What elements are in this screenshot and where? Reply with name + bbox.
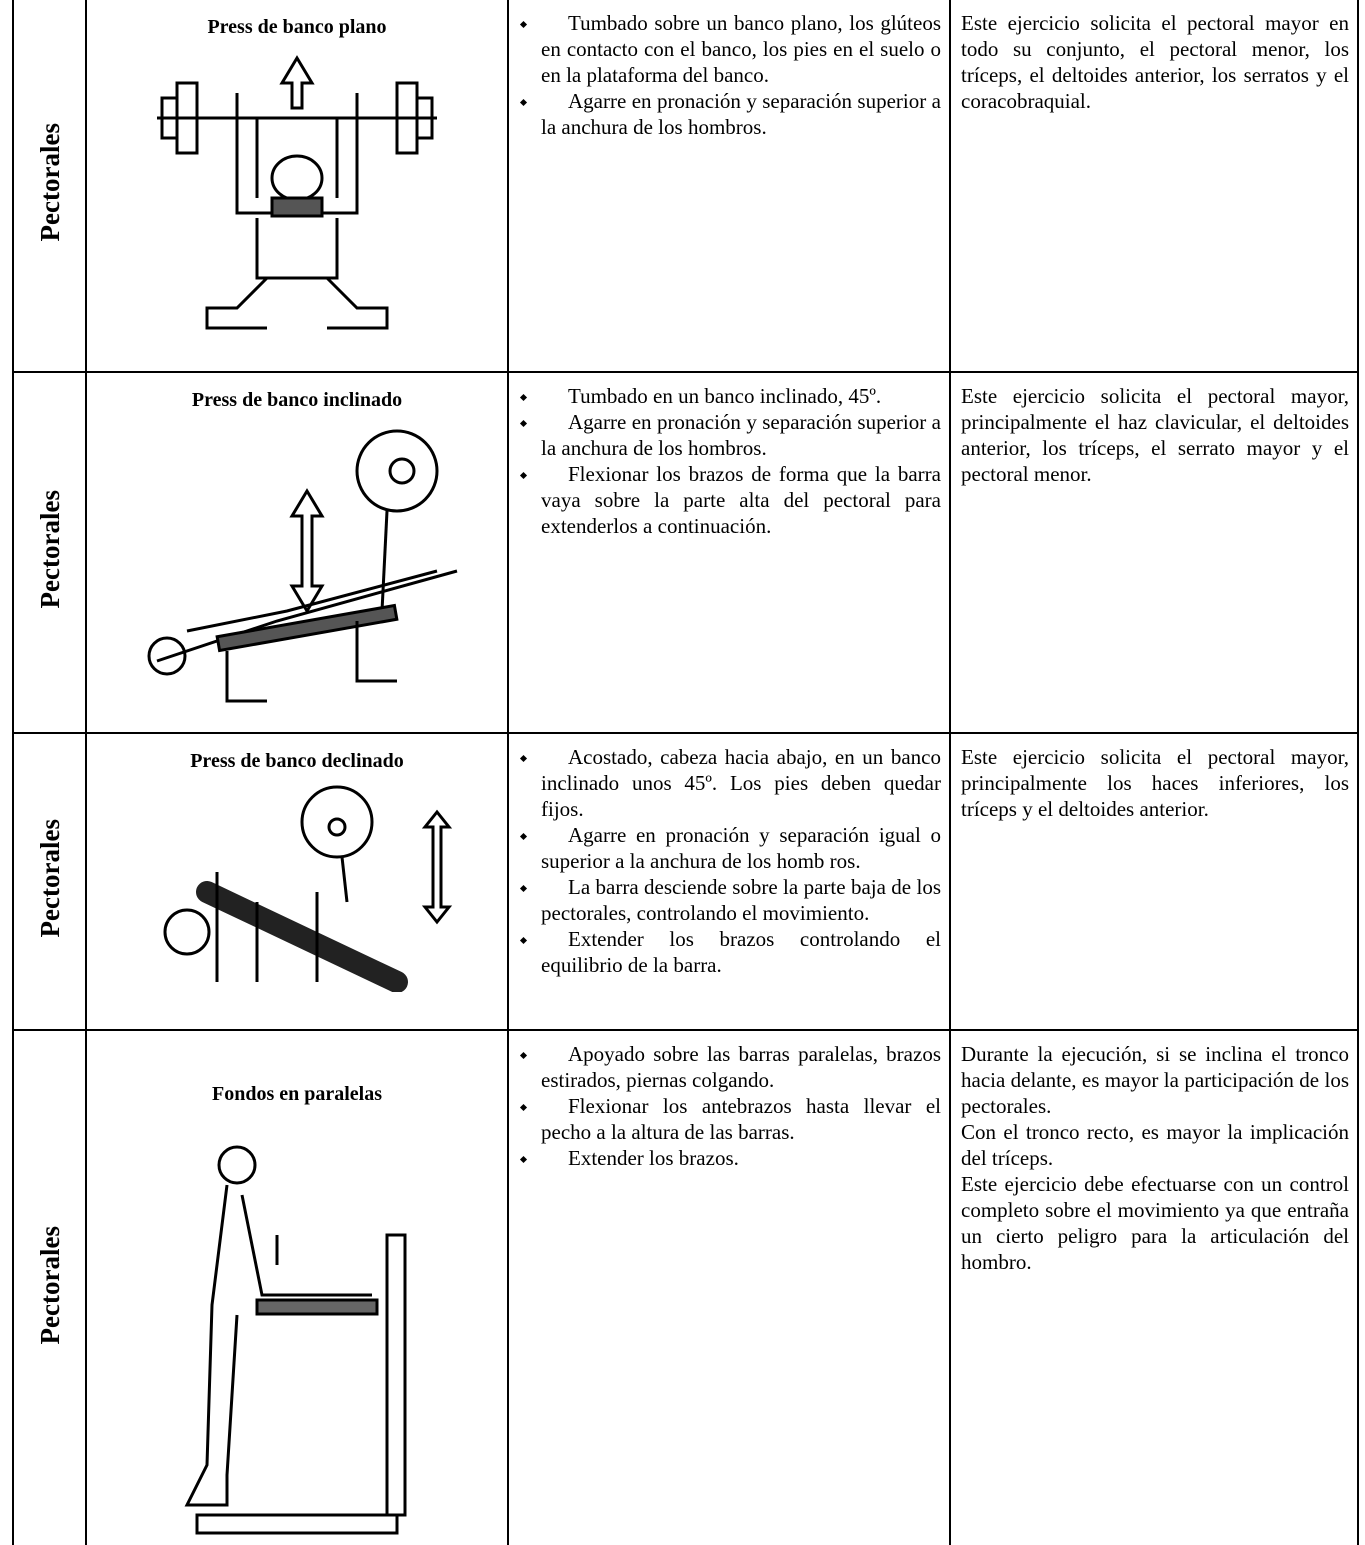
step-item: Extender los brazos controlando el equil… [519,926,941,978]
step-text: Agarre en pronación y separación superio… [541,410,941,460]
muscle-cell: Pectorales [12,1029,87,1545]
muscle-cell: Pectorales [12,0,87,373]
exercise-sketch [157,55,437,330]
steps-cell: Tumbado sobre un banco plano, los glúteo… [507,0,951,373]
exercise-row: Pectorales Press de banco plano Tumbado so… [12,0,1359,373]
exercise-sketch [184,1145,407,1535]
muscle-cell: Pectorales [12,371,87,734]
muscle-label: Pectorales [34,123,65,242]
steps-cell: Acostado, cabeza hacia abajo, en un banc… [507,732,951,1031]
exercise-title: Press de banco inclinado [191,389,403,411]
steps-list: Apoyado sobre las barras paralelas, braz… [519,1041,941,1171]
steps-list: Acostado, cabeza hacia abajo, en un banc… [519,744,941,978]
step-text: Extender los brazos. [568,1146,739,1170]
step-text: Tumbado en un banco inclinado, 45º. [568,384,882,408]
description-text: Durante la ejecución, si se inclina el t… [961,1042,1349,1118]
exercise-sketch [163,785,453,992]
exercise-sketch [147,429,458,703]
exercise-row: Pectorales Fondos en paralelas Apoyado sob… [12,1029,1359,1545]
step-text: La barra desciende sobre la parte baja d… [541,875,941,925]
description-cell: Este ejercicio solicita el pectoral mayo… [949,732,1359,1031]
description-text: Este ejercicio solicita el pectoral mayo… [961,745,1349,821]
step-text: Agarre en pronación y separación igual o… [541,823,941,873]
step-item: La barra desciende sobre la parte baja d… [519,874,941,926]
exercise-row: Pectorales Press de banco declinado Acosta… [12,732,1359,1031]
step-text: Extender los brazos controlando el equil… [541,927,941,977]
description-text: Este ejercicio solicita el pectoral mayo… [961,384,1349,486]
muscle-label: Pectorales [34,1225,65,1345]
step-item: Flexionar los antebrazos hasta llevar el… [519,1093,941,1145]
step-item: Tumbado sobre un banco plano, los glúteo… [519,10,941,88]
description-cell: Este ejercicio solicita el pectoral mayo… [949,371,1359,734]
exercise-title: Fondos en paralelas [211,1083,383,1105]
illustration-cell: Fondos en paralelas [85,1029,509,1545]
exercise-row: Pectorales Press de banco inclinado Tumbad… [12,371,1359,734]
step-item: Apoyado sobre las barras paralelas, braz… [519,1041,941,1093]
steps-cell: Tumbado en un banco inclinado, 45º. Agarr… [507,371,951,734]
description-text: Con el tronco recto, es mayor la implica… [961,1120,1349,1170]
step-item: Tumbado en un banco inclinado, 45º. [519,383,941,409]
muscle-label: Pectorales [34,490,65,609]
step-item: Agarre en pronación y separación superio… [519,409,941,461]
illustration-cell: Press de banco plano [85,0,509,373]
step-text: Acostado, cabeza hacia abajo, en un banc… [541,745,941,821]
description-cell: Este ejercicio solicita el pectoral mayo… [949,0,1359,373]
step-item: Agarre en pronación y separación superio… [519,88,941,140]
exercise-table: Pectorales Press de banco plano Tumbado so… [12,0,1359,1545]
description-cell: Durante la ejecución, si se inclina el t… [949,1029,1359,1545]
muscle-label: Pectorales [34,819,65,938]
step-text: Apoyado sobre las barras paralelas, braz… [541,1042,941,1092]
steps-list: Tumbado sobre un banco plano, los glúteo… [519,10,941,140]
step-text: Flexionar los antebrazos hasta llevar el… [541,1094,941,1144]
steps-cell: Apoyado sobre las barras paralelas, braz… [507,1029,951,1545]
step-item: Extender los brazos. [519,1145,941,1171]
exercise-title: Press de banco plano [207,16,387,38]
muscle-cell: Pectorales [12,732,87,1031]
step-item: Agarre en pronación y separación igual o… [519,822,941,874]
exercise-title: Press de banco declinado [190,750,404,772]
step-text: Flexionar los brazos de forma que la bar… [541,462,941,538]
step-text: Tumbado sobre un banco plano, los glúteo… [541,11,941,87]
illustration-cell: Press de banco inclinado [85,371,509,734]
steps-list: Tumbado en un banco inclinado, 45º. Agarr… [519,383,941,539]
description-text: Este ejercicio debe efectuarse con un co… [961,1172,1349,1274]
illustration-cell: Press de banco declinado [85,732,509,1031]
step-item: Acostado, cabeza hacia abajo, en un banc… [519,744,941,822]
step-text: Agarre en pronación y separación superio… [541,89,941,139]
step-item: Flexionar los brazos de forma que la bar… [519,461,941,539]
description-text: Este ejercicio solicita el pectoral mayo… [961,11,1349,113]
